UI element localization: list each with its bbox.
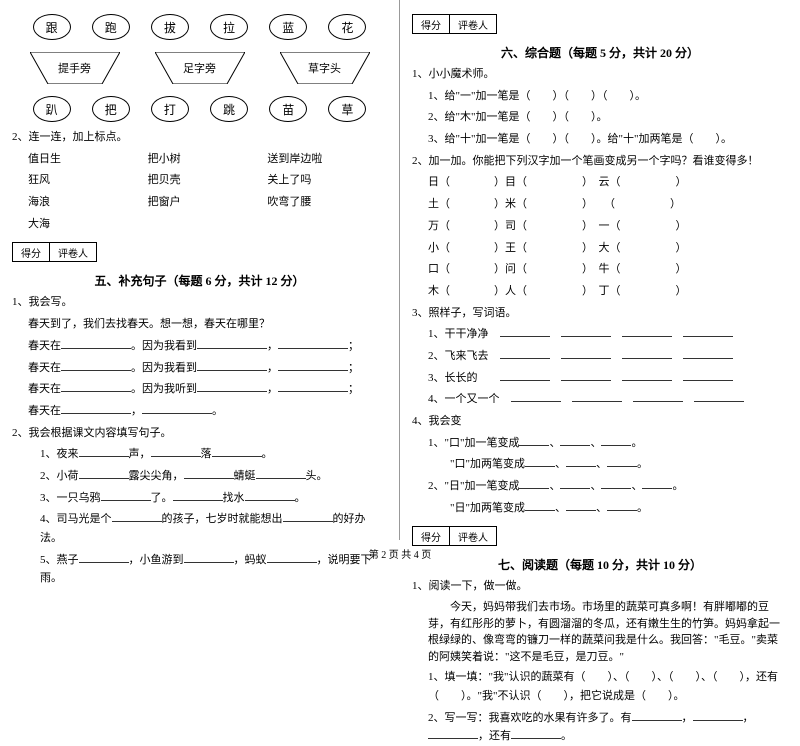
s5-items: 1、夜来声，落。 2、小荷露尖尖角，蜻蜓头。 3、一只乌鸦了。找水。 4、司马光… xyxy=(12,445,387,588)
oval: 拔 xyxy=(151,14,189,40)
oval: 苗 xyxy=(269,96,307,122)
s5-q2: 2、我会根据课文内容填写句子。 xyxy=(12,424,387,443)
oval: 草 xyxy=(328,96,366,122)
oval: 拉 xyxy=(210,14,248,40)
bot-ovals: 趴 把 打 跳 苗 草 xyxy=(12,96,387,122)
trapezoids: 提手旁 足字旁 草字头 xyxy=(12,52,387,84)
oval: 跑 xyxy=(92,14,130,40)
q2-rows: 值日生把小树送到岸边啦 狂风把贝壳关上了吗 海浪把窗户吹弯了腰 大海 xyxy=(12,150,387,234)
oval: 打 xyxy=(151,96,189,122)
oval: 跳 xyxy=(210,96,248,122)
section6-title: 六、综合题（每题 5 分，共计 20 分） xyxy=(412,44,788,61)
s6-q1: 1、小小魔术师。 xyxy=(412,65,788,84)
s5-q1: 1、我会写。 xyxy=(12,293,387,312)
s6-q4-lines: 1、"口"加一笔变成、、。 "口"加两笔变成、、。 2、"日"加一笔变成、、、。… xyxy=(412,434,788,518)
s7-text: 今天，妈妈带我们去市场。市场里的蔬菜可真多啊！有胖嘟嘟的豆芽，有红彤彤的萝卜，有… xyxy=(412,599,788,665)
s7-sub2: 2、写一写：我喜欢吃的水果有许多了。有，，，还有。 xyxy=(412,709,788,746)
top-ovals: 跟 跑 拔 拉 蓝 花 xyxy=(12,14,387,40)
oval: 蓝 xyxy=(269,14,307,40)
trap: 草字头 xyxy=(280,52,370,84)
page-footer: 第 2 页 共 4 页 xyxy=(0,546,800,561)
s6-q2-rows: 日（ ）目（ ） 云（ ） 土（ ）米（ ） （ ） 万（ ）司（ ） 一（ ）… xyxy=(412,173,788,300)
s6-q4: 4、我会变 xyxy=(412,412,788,431)
score-box: 得分评卷人 xyxy=(12,242,97,262)
s5-lines: 春天在。因为我看到，； 春天在。因为我看到，； 春天在。因为我听到，； 春天在，… xyxy=(12,337,387,421)
trap: 提手旁 xyxy=(30,52,120,84)
section5-title: 五、补充句子（每题 6 分，共计 12 分） xyxy=(12,272,387,289)
score-box: 得分评卷人 xyxy=(412,526,497,546)
q2-title: 2、连一连，加上标点。 xyxy=(12,128,387,147)
s7-sub1: 1、填一填："我"认识的蔬菜有（ ）、（ ）、（ ）、（ ），还有（ ）。"我"… xyxy=(412,668,788,705)
s5-intro: 春天到了，我们去找春天。想一想，春天在哪里？ xyxy=(12,315,387,334)
oval: 跟 xyxy=(33,14,71,40)
s6-q2: 2、加一加。你能把下列汉字加一个笔画变成另一个字吗？看谁变得多！ xyxy=(412,152,788,171)
trap: 足字旁 xyxy=(155,52,245,84)
oval: 花 xyxy=(328,14,366,40)
s6-q1-lines: 1、给"一"加一笔是（ ）（ ）（ ）。 2、给"木"加一笔是（ ）（ ）。 3… xyxy=(412,87,788,149)
s6-q3-items: 1、干干净净 2、飞来飞去 3、长长的 4、一个又一个 xyxy=(412,325,788,409)
oval: 趴 xyxy=(33,96,71,122)
oval: 把 xyxy=(92,96,130,122)
s7-q1: 1、阅读一下，做一做。 xyxy=(412,577,788,596)
s6-q3: 3、照样子，写词语。 xyxy=(412,304,788,323)
score-box: 得分评卷人 xyxy=(412,14,497,34)
